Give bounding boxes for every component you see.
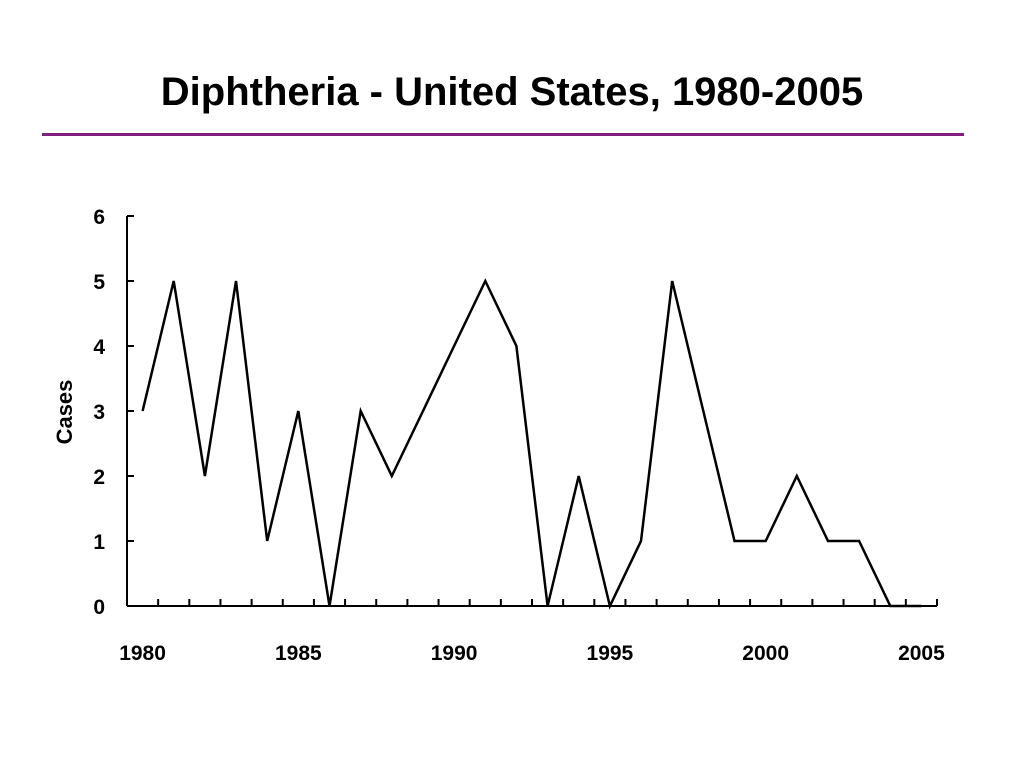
y-tick-label: 1 (93, 531, 105, 554)
y-tick-label: 3 (93, 401, 105, 424)
axes (126, 216, 937, 607)
tick-marks (126, 215, 938, 607)
slide-title: Diphtheria - United States, 1980-2005 (160, 70, 864, 114)
series-line (141, 278, 922, 610)
series-layer (141, 278, 922, 610)
y-axis-title: Cases (52, 380, 77, 445)
x-tick-label: 2000 (742, 642, 789, 665)
x-tick-label: 2005 (898, 642, 945, 665)
x-tick-label: 1980 (119, 642, 166, 665)
tick-labels: 0 1 2 3 4 5 6 1980 1985 1990 1995 2000 2005 (93, 206, 945, 665)
y-tick-label: 5 (93, 271, 105, 294)
y-tick-label: 4 (93, 336, 105, 359)
x-tick-label: 1985 (275, 642, 322, 665)
y-tick-label: 0 (93, 596, 105, 619)
title-divider (42, 133, 964, 136)
y-tick-label: 2 (93, 466, 105, 489)
y-tick-label: 6 (93, 206, 105, 229)
x-tick-label: 1995 (587, 642, 634, 665)
x-tick-label: 1990 (431, 642, 478, 665)
